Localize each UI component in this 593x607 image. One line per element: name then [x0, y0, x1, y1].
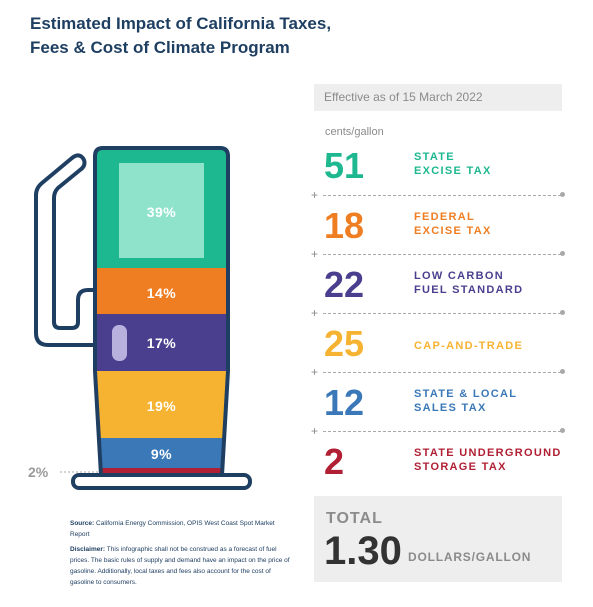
disclaimer-note: Disclaimer: This infographic shall not b…: [70, 544, 290, 588]
row-label: CAP-AND-TRADE: [414, 339, 574, 353]
plus-icon: +: [311, 247, 319, 261]
segment-label-federal-excise: 14%: [146, 285, 177, 301]
row-label-line-1: STATE: [414, 151, 455, 163]
segment-label-low-carbon: 17%: [146, 335, 177, 351]
segment-label-sales-tax: 9%: [150, 446, 173, 462]
row-label-line-1: CAP-AND-TRADE: [414, 340, 524, 352]
row-value: 51: [324, 145, 365, 186]
row-label: LOW CARBON FUEL STANDARD: [414, 269, 574, 297]
row-label-line-1: STATE UNDERGROUND: [414, 447, 562, 459]
total-box: TOTAL 1.30 DOLLARS/GALLON: [314, 496, 562, 582]
row-cap-and-trade: 25 CAP-AND-TRADE: [320, 322, 570, 366]
row-sales-tax: 12 STATE & LOCAL SALES TAX: [320, 381, 570, 425]
plus-icon: +: [311, 365, 319, 379]
pump-handle-slot: [112, 325, 127, 361]
row-value: 25: [324, 323, 365, 364]
pump-segment-sales-tax: [98, 438, 225, 468]
row-label-line-2: EXCISE TAX: [414, 165, 492, 177]
row-state-excise: 51 STATE EXCISE TAX: [320, 144, 570, 188]
row-label-line-1: FEDERAL: [414, 211, 476, 223]
source-text: California Energy Commission, OPIS West …: [70, 520, 275, 538]
segment-label-storage-tax: 2%: [28, 464, 49, 480]
disclaimer-text: This infographic shall not be construed …: [70, 546, 290, 586]
row-label-line-2: EXCISE TAX: [414, 225, 492, 237]
row-label-line-1: STATE & LOCAL: [414, 388, 518, 400]
title-line-2: Fees & Cost of Climate Program: [30, 38, 290, 57]
nozzle-hose-icon: [34, 153, 95, 347]
source-label: Source:: [70, 520, 95, 527]
row-storage-tax: 2 STATE UNDERGROUND STORAGE TAX: [320, 440, 570, 484]
page-title: Estimated Impact of California Taxes, Fe…: [30, 12, 430, 60]
plus-icon: +: [311, 424, 319, 438]
row-low-carbon: 22 LOW CARBON FUEL STANDARD: [320, 263, 570, 307]
total-unit: DOLLARS/GALLON: [408, 550, 532, 564]
row-label-line-2: SALES TAX: [414, 402, 487, 414]
pump-base: [71, 473, 252, 490]
total-label: TOTAL: [326, 510, 383, 527]
plus-icon: +: [311, 188, 319, 202]
title-line-1: Estimated Impact of California Taxes,: [30, 14, 332, 33]
units-label: cents/gallon: [325, 126, 384, 138]
gas-pump-illustration: [34, 146, 252, 490]
row-value: 12: [324, 382, 365, 423]
row-separator: +: [311, 307, 565, 323]
effective-date-banner: Effective as of 15 March 2022: [314, 84, 562, 111]
footnotes: Source: California Energy Commission, OP…: [70, 518, 290, 592]
source-note: Source: California Energy Commission, OP…: [70, 518, 290, 540]
row-separator: +: [311, 366, 565, 382]
row-label: STATE UNDERGROUND STORAGE TAX: [414, 446, 574, 474]
row-separator: +: [311, 425, 565, 441]
row-label-line-1: LOW CARBON: [414, 270, 504, 282]
row-separator: +: [311, 189, 565, 205]
row-value: 22: [324, 264, 365, 305]
pump-segment-cap-and-trade: [95, 371, 228, 438]
row-label-line-2: FUEL STANDARD: [414, 284, 524, 296]
total-value: 1.30: [324, 529, 402, 573]
row-value: 2: [324, 441, 345, 482]
row-federal-excise: 18 FEDERAL EXCISE TAX: [320, 204, 570, 248]
row-label: STATE EXCISE TAX: [414, 150, 574, 178]
row-separator: +: [311, 248, 565, 264]
segment-label-cap-and-trade: 19%: [146, 398, 177, 414]
pump-display-window: [119, 163, 204, 258]
pump-segment-federal-excise: [95, 268, 228, 314]
row-label: STATE & LOCAL SALES TAX: [414, 387, 574, 415]
row-label-line-2: STORAGE TAX: [414, 461, 507, 473]
row-value: 18: [324, 205, 365, 246]
row-label: FEDERAL EXCISE TAX: [414, 210, 574, 238]
plus-icon: +: [311, 306, 319, 320]
disclaimer-label: Disclaimer:: [70, 546, 106, 553]
segment-label-state-excise: 39%: [146, 204, 177, 220]
